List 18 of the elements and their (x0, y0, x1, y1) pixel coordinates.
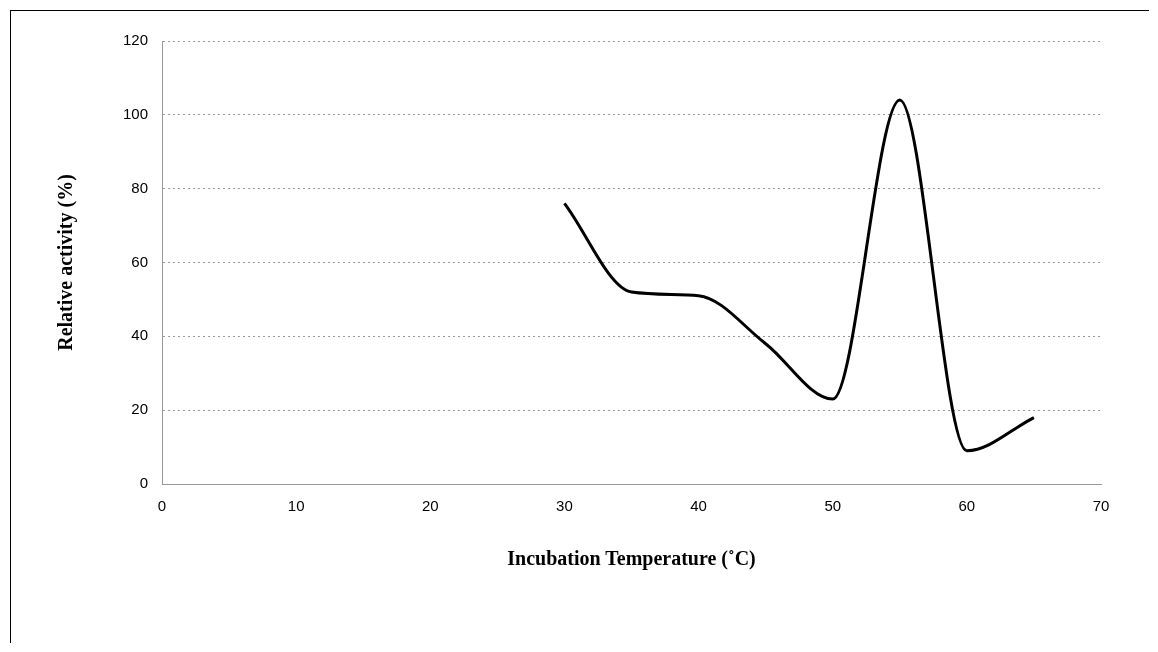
x-tick-label: 30 (556, 497, 573, 515)
y-tick-label: 120 (123, 31, 149, 49)
x-tick-label: 40 (690, 497, 707, 515)
line-series (562, 98, 1036, 453)
y-tick-label: 100 (123, 104, 149, 122)
x-tick-label: 50 (824, 497, 842, 515)
y-axis-title: Relative activity (%) (54, 174, 78, 351)
y-tick-label: 40 (131, 326, 149, 344)
y-tick-label: 20 (131, 400, 149, 418)
x-tick-label: 60 (958, 497, 976, 515)
y-tick-label: 0 (139, 474, 149, 492)
x-tick-label: 20 (421, 497, 439, 515)
x-tick-label: 0 (157, 497, 167, 515)
y-tick-label: 80 (131, 178, 149, 196)
x-tick-label: 10 (287, 497, 305, 515)
x-axis-title: Incubation Temperature (˚C) (507, 547, 756, 571)
x-tick-label: 70 (1092, 497, 1110, 515)
y-tick-label: 60 (131, 252, 149, 270)
